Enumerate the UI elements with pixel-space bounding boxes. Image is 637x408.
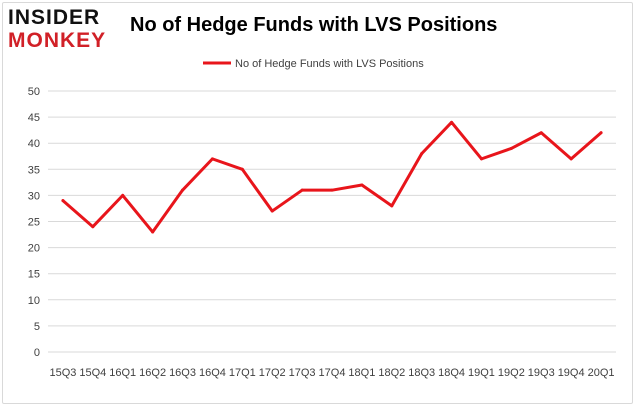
y-tick-label: 45 (28, 112, 40, 124)
x-tick-label: 17Q2 (259, 367, 286, 379)
y-tick-label: 5 (34, 321, 40, 333)
data-point (270, 209, 274, 213)
x-tick-label: 19Q4 (558, 367, 585, 379)
data-point (181, 188, 185, 192)
data-point (420, 152, 424, 156)
y-tick-label: 50 (28, 86, 40, 98)
y-tick-label: 10 (28, 295, 40, 307)
data-point (450, 120, 454, 124)
x-tick-label: 18Q4 (438, 367, 465, 379)
legend-label: No of Hedge Funds with LVS Positions (235, 58, 424, 70)
y-tick-label: 35 (28, 164, 40, 176)
x-tick-label: 19Q2 (498, 367, 525, 379)
chart-title: No of Hedge Funds with LVS Positions (130, 14, 498, 36)
data-point (61, 199, 65, 203)
y-tick-label: 0 (34, 347, 40, 359)
x-tick-label: 18Q2 (378, 367, 405, 379)
data-point (121, 193, 125, 197)
x-tick-label: 17Q3 (289, 367, 316, 379)
series-layer (61, 120, 603, 234)
x-tick-label: 16Q1 (109, 367, 136, 379)
y-tick-label: 20 (28, 243, 40, 255)
logo-text-bottom: MONKEY (8, 29, 107, 52)
data-point (330, 188, 334, 192)
x-tick-label: 18Q3 (408, 367, 435, 379)
x-tick-label: 16Q4 (199, 367, 226, 379)
legend: No of Hedge Funds with LVS Positions (203, 58, 424, 70)
data-point (509, 146, 513, 150)
data-point (151, 230, 155, 234)
chart-frame (2, 2, 633, 404)
data-point (599, 131, 603, 135)
x-tick-label: 17Q1 (229, 367, 256, 379)
x-tick-label: 20Q1 (588, 367, 615, 379)
axis-layer: 0 5 10 15 20 25 30 35 40 45 50 15Q3 15Q4 16Q1 16Q2 16Q3… (28, 86, 615, 379)
grid-layer (48, 90, 616, 353)
x-tick-label: 15Q4 (79, 367, 106, 379)
y-tick-label: 40 (28, 138, 40, 150)
y-tick-label: 30 (28, 190, 40, 202)
x-tick-label: 15Q3 (49, 367, 76, 379)
series-line (61, 120, 603, 234)
x-tick-label: 16Q2 (139, 367, 166, 379)
data-point (479, 157, 483, 161)
insider-monkey-logo: INSIDER MONKEY (8, 5, 120, 55)
data-point (91, 225, 95, 229)
x-tick-label: 16Q3 (169, 367, 196, 379)
data-point (390, 204, 394, 208)
data-point (210, 157, 214, 161)
data-point (300, 188, 304, 192)
x-tick-label: 18Q1 (348, 367, 375, 379)
x-tick-label: 17Q4 (319, 367, 346, 379)
data-point (569, 157, 573, 161)
y-tick-label: 15 (28, 269, 40, 281)
logo-text-top: INSIDER (8, 6, 101, 29)
x-tick-label: 19Q1 (468, 367, 495, 379)
data-point (539, 131, 543, 135)
data-point (240, 167, 244, 171)
x-tick-label: 19Q3 (528, 367, 555, 379)
y-tick-label: 25 (28, 217, 40, 229)
data-point (360, 183, 364, 187)
